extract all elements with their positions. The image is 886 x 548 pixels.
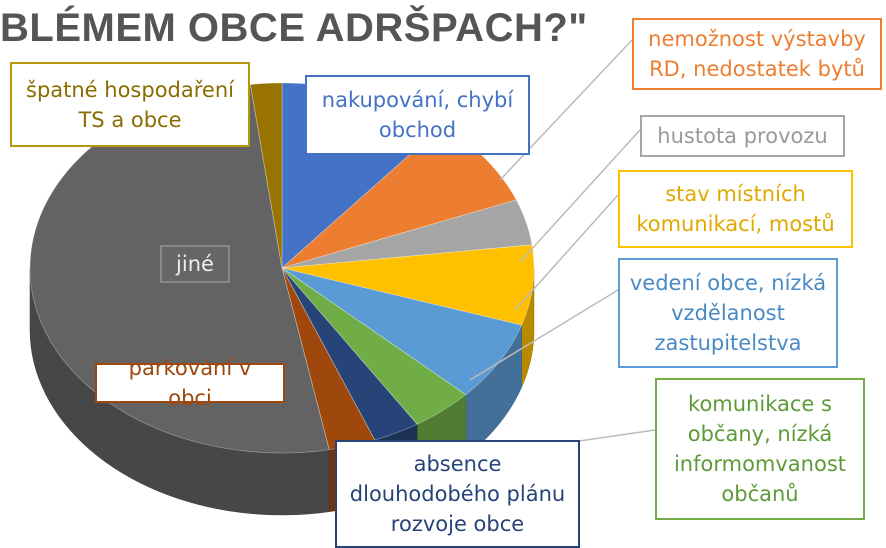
slice-label: komunikace s občany, nízká informomvanos… (655, 378, 865, 520)
leader-line (499, 39, 633, 181)
leader-line (469, 289, 619, 381)
chart-title: BLÉMEM OBCE ADRŠPACH?" (0, 6, 588, 50)
slice-label: jiné (160, 245, 230, 283)
slice-label: absence dlouhodobého plánu rozvoje obce (335, 440, 580, 548)
slice (281, 199, 533, 269)
slice-label: parkování v obci (95, 356, 285, 410)
slice (281, 267, 467, 425)
slice (281, 267, 418, 441)
slice-label: špatné hospodaření TS a obce (10, 62, 250, 147)
slice-label: vedení obce, nízká vzdělanost zastupitel… (618, 258, 838, 368)
slice-label: stav místních komunikací, mostů (618, 170, 853, 248)
slice-label: nakupování, chybí obchod (305, 75, 530, 155)
slice-label: nemožnost výstavby RD, nedostatek bytů (632, 18, 882, 90)
slice (249, 82, 283, 269)
slice-label: hustota provozu (640, 115, 845, 157)
slice (281, 244, 535, 326)
leader-line (519, 129, 641, 263)
leader-line (514, 194, 619, 311)
